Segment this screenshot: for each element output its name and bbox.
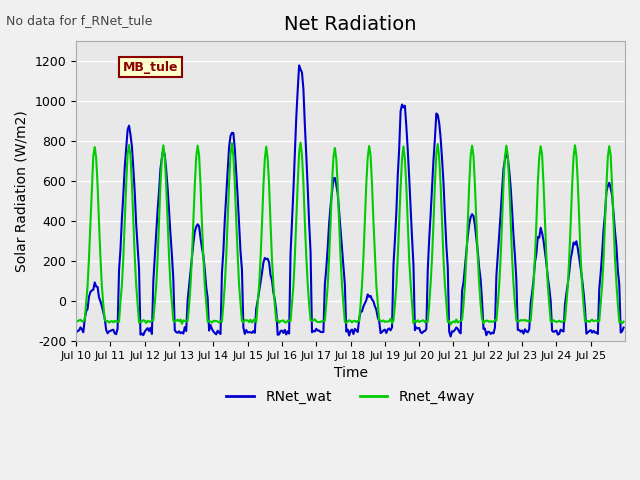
X-axis label: Time: Time: [333, 366, 367, 381]
RNet_wat: [72, 330, 80, 336]
RNet_wat: [355, 316, 363, 322]
RNet_wat: [108, 327, 116, 333]
Legend: RNet_wat, Rnet_4way: RNet_wat, Rnet_4way: [221, 384, 481, 409]
Line: RNet_wat: RNet_wat: [76, 65, 623, 336]
Y-axis label: Solar Radiation (W/m2): Solar Radiation (W/m2): [15, 110, 29, 272]
Rnet_4way: [108, 318, 116, 324]
Rnet_4way: [91, 144, 99, 150]
Rnet_4way: [297, 140, 305, 145]
Rnet_4way: [72, 318, 80, 324]
RNet_wat: [547, 298, 554, 304]
RNet_wat: [620, 325, 627, 331]
Rnet_4way: [547, 318, 554, 324]
Text: MB_tule: MB_tule: [123, 60, 179, 73]
RNet_wat: [447, 334, 454, 339]
Text: No data for f_RNet_tule: No data for f_RNet_tule: [6, 14, 153, 27]
RNet_wat: [295, 62, 303, 68]
Rnet_4way: [355, 318, 363, 324]
RNet_wat: [618, 328, 626, 334]
RNet_wat: [91, 279, 99, 285]
Title: Net Radiation: Net Radiation: [284, 15, 417, 34]
Line: Rnet_4way: Rnet_4way: [76, 143, 623, 324]
Rnet_4way: [447, 322, 454, 327]
Rnet_4way: [620, 319, 627, 324]
Rnet_4way: [465, 181, 473, 187]
RNet_wat: [465, 222, 473, 228]
Rnet_4way: [618, 320, 626, 326]
